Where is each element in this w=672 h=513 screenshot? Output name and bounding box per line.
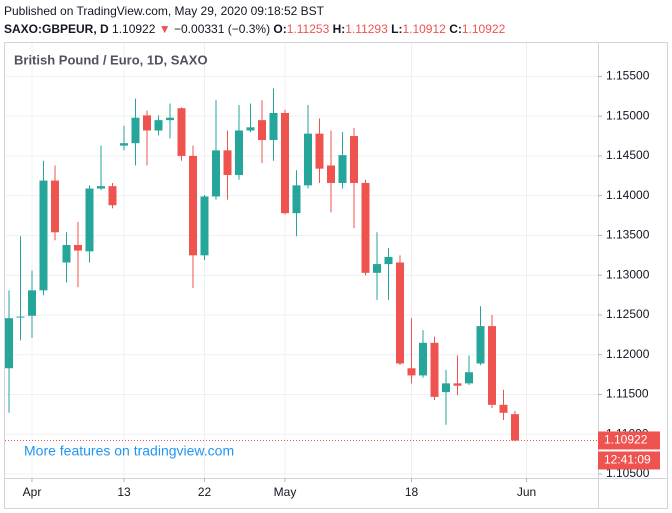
- candle-body: [28, 290, 36, 316]
- candle-body: [315, 133, 324, 169]
- y-tick-label: 1.13500: [606, 228, 650, 242]
- frame: [4, 42, 668, 509]
- y-tick-label: 1.12500: [606, 307, 650, 321]
- candle-body: [442, 383, 450, 393]
- last-price-box: [598, 431, 660, 450]
- ohlc-line: SAXO:GBPEUR, D 1.10922 ▼ −0.00331 (−0.3%…: [4, 22, 506, 36]
- arrow: ▼: [159, 22, 171, 36]
- candle-body: [235, 130, 243, 176]
- candle-body: [5, 318, 13, 369]
- candle-body: [154, 120, 163, 131]
- candle-body: [212, 150, 220, 197]
- candle-body: [246, 127, 255, 131]
- candle-body: [453, 383, 462, 386]
- l: 1.10912: [402, 22, 446, 36]
- candle-body: [511, 414, 519, 441]
- y-tick-label: 1.14000: [606, 188, 650, 202]
- candle-body: [499, 404, 508, 413]
- candle-body: [16, 316, 25, 318]
- symbol: SAXO:GBPEUR, D: [4, 22, 109, 36]
- y-tick-label: 1.14500: [606, 148, 650, 162]
- o: 1.11253: [287, 22, 330, 36]
- candle-body: [304, 133, 312, 186]
- candle-body: [62, 244, 71, 263]
- candle-body: [177, 108, 186, 156]
- candle-body: [384, 256, 393, 265]
- candle-body: [407, 368, 416, 376]
- candle-body: [51, 180, 59, 233]
- candle-body: [85, 188, 94, 252]
- change: −0.00331 (−0.3%): [174, 22, 270, 36]
- x-tick-label: Jun: [517, 485, 536, 499]
- candle-body: [108, 186, 117, 206]
- candle-body: [327, 165, 335, 183]
- candle-body: [465, 372, 473, 384]
- candle-body: [189, 155, 197, 256]
- candle-body: [488, 326, 496, 405]
- candle-body: [361, 182, 370, 273]
- candle-body: [200, 196, 209, 256]
- candle-body: [350, 136, 358, 183]
- y-tick-label: 1.11500: [606, 387, 649, 401]
- candle-body: [292, 185, 301, 214]
- chart-title: British Pound / Euro, 1D, SAXO: [14, 52, 208, 67]
- candle-body: [120, 143, 128, 146]
- countdown-box: [598, 451, 660, 470]
- candle-body: [430, 342, 439, 397]
- y-tick-label: 1.13000: [606, 267, 650, 281]
- plot: [5, 43, 598, 478]
- candle-body: [143, 115, 151, 131]
- candle-body: [476, 326, 485, 364]
- x-tick-label: Apr: [23, 485, 42, 499]
- last: 1.10922: [112, 22, 156, 36]
- h-label: H:: [333, 22, 346, 36]
- y-tick-label: 1.15500: [606, 69, 650, 83]
- h: 1.11293: [345, 22, 388, 36]
- c-label: C:: [449, 22, 462, 36]
- x-tick-label: 18: [405, 485, 419, 499]
- candle-body: [258, 120, 266, 141]
- l-label: L:: [391, 22, 402, 36]
- candle-body: [281, 112, 289, 214]
- published: Published on TradingView.com, May 29, 20…: [4, 4, 325, 18]
- y-tick-label: 1.12000: [606, 347, 650, 361]
- y-tick-label: 1.10500: [606, 466, 650, 480]
- candle-body: [223, 150, 232, 176]
- candle-body: [39, 180, 48, 291]
- y-tick-label: 1.15000: [606, 108, 650, 122]
- candle-body: [373, 264, 381, 273]
- candle-body: [338, 155, 347, 183]
- last-price-label: 1.10922: [604, 433, 648, 447]
- candle-body: [74, 244, 82, 251]
- candle-body: [396, 262, 404, 364]
- o-label: O:: [273, 22, 286, 36]
- x-tick-label: 13: [117, 485, 131, 499]
- x-tick-label: 22: [198, 485, 212, 499]
- candle-body: [166, 117, 174, 121]
- candle-body: [269, 112, 278, 141]
- watermark: More features on tradingview.com: [24, 443, 234, 459]
- candle-body: [97, 186, 105, 189]
- c: 1.10922: [462, 22, 506, 36]
- candle-body: [419, 342, 427, 376]
- candle-body: [131, 117, 140, 144]
- x-tick-label: May: [274, 485, 297, 499]
- countdown: 12:41:09: [604, 453, 651, 467]
